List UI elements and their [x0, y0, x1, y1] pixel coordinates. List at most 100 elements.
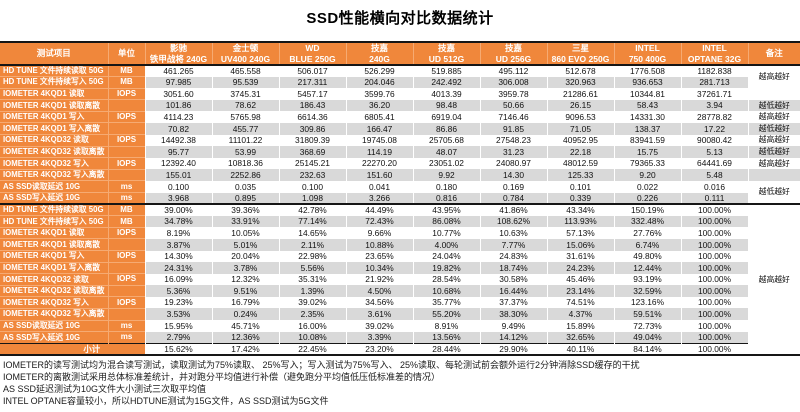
value-cell: 306.008 [479, 76, 547, 89]
value-cell: 150.19% [613, 203, 681, 216]
table-row: HD TUNE 文件持续读取 50G MB 39.00% 39.36% 42.78% 44… [0, 203, 800, 355]
row-unit: ms [107, 319, 145, 332]
table-row: AS SSD写入延迟 10G ms 3.968 0.895 1.098 3.266 0.81… [0, 192, 800, 205]
value-cell: 15.06% [546, 238, 614, 251]
value-cell: 0.100 [144, 180, 212, 193]
value-cell: 14.30% [144, 250, 212, 263]
table-row: IOMETER 4KQD1 写入 IOPS 14.30% 20.04% 22.98% 23… [0, 250, 800, 263]
value-cell: 217.311 [278, 76, 346, 89]
row-unit [107, 261, 145, 274]
value-cell: 24.23% [546, 262, 614, 274]
value-cell: 8.91% [412, 320, 480, 332]
value-cell: 57.13% [546, 227, 614, 239]
value-cell: 26.15 [546, 99, 614, 112]
row-label: IOMETER 4KQD1 写入 [0, 110, 108, 123]
value-cell: 30.58% [479, 273, 547, 286]
value-cell: 4013.39 [412, 88, 480, 100]
table-row: IOMETER 4KQD1 写入离散 70.82 455.77 309.86 166.4… [0, 122, 800, 135]
row-unit: MB [107, 76, 145, 89]
value-cell: 14.65% [278, 227, 346, 239]
value-cell: 27.76% [613, 227, 681, 239]
value-cell: 74.51% [546, 296, 614, 309]
value-cell: 40.11% [546, 342, 614, 355]
value-cell: 86.86 [412, 122, 480, 135]
value-cell: 3.968 [144, 192, 212, 205]
value-cell: 0.041 [345, 180, 413, 193]
row-label: AS SSD读取延迟 10G [0, 319, 108, 332]
value-cell: 0.784 [479, 192, 547, 205]
row-unit: IOPS [107, 250, 145, 263]
value-cell: 21.92% [345, 273, 413, 286]
table-row: IOMETER 4KQD32 写入离散 3.53% 0.24% 2.35% 3.61% 5… [0, 307, 800, 321]
value-cell: 3599.76 [345, 88, 413, 100]
row-unit: IOPS [107, 296, 145, 309]
value-cell: 320.963 [546, 76, 614, 89]
remark-cell: 越低越好 [747, 99, 800, 112]
row-unit [107, 168, 145, 181]
value-cell: 55.20% [412, 308, 480, 321]
value-cell: 49.80% [613, 250, 681, 263]
value-cell: 10.88% [345, 238, 413, 251]
value-cell: 42.78% [278, 203, 346, 216]
value-cell: 0.816 [412, 192, 480, 205]
footnote-line: INTEL OPTANE容量较小，所以HDTUNE测试为15G文件，AS SSD… [3, 396, 329, 407]
table-row: IOMETER 4KQD32 写入 IOPS 19.23% 16.79% 39.02% 3… [0, 296, 800, 309]
value-cell: 97.985 [144, 76, 212, 89]
value-cell: 77.14% [278, 215, 346, 228]
value-cell: 17.22 [680, 122, 748, 135]
column-header: 三星 860 EVO 250G [546, 42, 614, 66]
value-cell: 10344.81 [613, 88, 681, 100]
table-row: IOMETER 4KQD1 读取 IOPS 3051.60 3745.31 5457.1… [0, 87, 800, 100]
value-cell: 100.00% [680, 285, 748, 297]
value-cell: 16.09% [144, 273, 212, 286]
value-cell: 31.61% [546, 250, 614, 263]
value-cell: 43.34% [546, 203, 614, 216]
remark-cell: 越高越好 [747, 203, 800, 355]
column-header: 金士顿 UV400 240G [211, 42, 279, 66]
value-cell: 6805.41 [345, 111, 413, 123]
value-cell: 100.00% [680, 203, 748, 216]
row-label: IOMETER 4KQD32 读取离散 [0, 284, 108, 297]
value-cell: 100.00% [680, 227, 748, 239]
table-row: IOMETER 4KQD32 读取离散 5.36% 9.51% 1.39% 4.50% 1… [0, 284, 800, 297]
remark-cell: 越低越好 [747, 122, 800, 135]
value-cell: 19.82% [412, 262, 480, 274]
value-cell: 22.45% [278, 342, 346, 355]
value-cell: 39.02% [345, 320, 413, 332]
value-cell: 15.89% [546, 320, 614, 332]
value-cell: 37.37% [479, 296, 547, 309]
value-cell: 83941.59 [613, 134, 681, 147]
value-cell: 100.00% [680, 320, 748, 332]
value-cell: 23.65% [345, 250, 413, 263]
value-cell: 39.02% [278, 296, 346, 309]
remark-cell: 越低越好 [747, 180, 800, 205]
value-cell: 45.71% [211, 320, 279, 332]
row-label: IOMETER 4KQD1 写入 [0, 250, 108, 263]
value-cell: 0.169 [479, 180, 547, 193]
column-header: 备注 [747, 42, 800, 66]
value-cell: 526.299 [345, 65, 413, 77]
value-cell: 0.339 [546, 192, 614, 205]
row-unit: IOPS [107, 87, 145, 100]
remark-cell: 越高越好 [747, 134, 800, 147]
value-cell: 332.48% [613, 215, 681, 228]
value-cell: 14331.30 [613, 111, 681, 123]
row-unit [107, 145, 145, 158]
value-cell: 39.36% [211, 203, 279, 216]
value-cell: 5457.17 [278, 88, 346, 100]
value-cell: 5765.98 [211, 111, 279, 123]
row-label: IOMETER 4KQD1 写入离散 [0, 122, 108, 135]
value-cell: 25145.21 [278, 157, 346, 170]
row-label: IOMETER 4KQD32 写入离散 [0, 168, 108, 181]
value-cell: 100.00% [680, 250, 748, 263]
row-label: IOMETER 4KQD1 读取 [0, 226, 108, 239]
value-cell: 461.265 [144, 65, 212, 77]
value-cell: 24080.97 [479, 157, 547, 170]
value-cell: 4.50% [345, 285, 413, 297]
value-cell: 22.18 [546, 146, 614, 158]
value-cell: 18.74% [479, 262, 547, 274]
value-cell: 12.36% [211, 331, 279, 344]
value-cell: 91.85 [479, 122, 547, 135]
value-cell: 4.37% [546, 308, 614, 321]
value-cell: 39.00% [144, 203, 212, 216]
